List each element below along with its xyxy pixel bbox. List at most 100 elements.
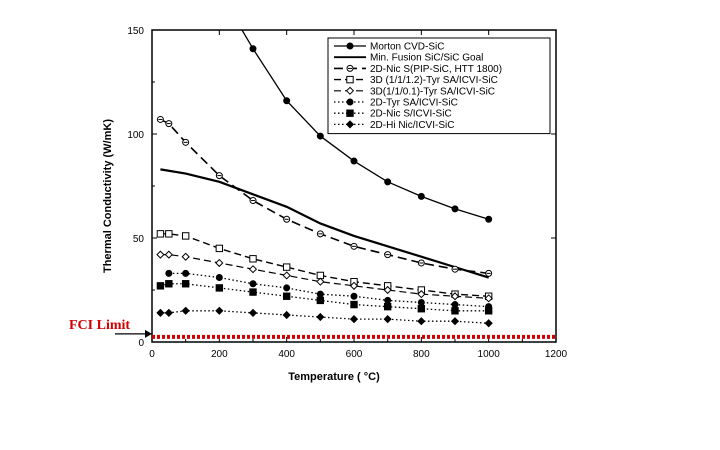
data-point: [156, 282, 165, 290]
data-point: [384, 251, 392, 259]
legend-entry: Morton CVD-SiC: [334, 42, 444, 53]
y-tick-label: 50: [133, 234, 145, 245]
data-point: [451, 307, 459, 315]
data-point: [350, 300, 358, 309]
series-line: [160, 310, 489, 324]
y-tick-label: 150: [127, 26, 144, 37]
y-tick-label: 100: [127, 130, 144, 141]
data-point: [282, 271, 291, 280]
data-point: [165, 230, 173, 238]
data-point: [249, 45, 257, 53]
legend-marker: [346, 42, 354, 50]
legend-entry: 2D-Hi Nic/ICVI-SiC: [334, 120, 454, 131]
series-7: [156, 280, 493, 315]
data-point: [283, 215, 291, 223]
data-point: [215, 284, 224, 292]
legend-marker: [346, 109, 354, 117]
data-point: [156, 308, 165, 317]
data-point: [350, 157, 358, 165]
x-tick-label: 0: [149, 349, 155, 360]
data-point: [316, 230, 324, 238]
data-point: [249, 280, 257, 288]
data-point: [384, 296, 392, 304]
data-point: [215, 244, 224, 253]
x-tick-label: 200: [211, 349, 228, 360]
data-point: [451, 301, 459, 309]
series-line: [160, 118, 489, 275]
y-axis-ticks: 0 50 100 150: [127, 26, 556, 349]
data-point: [316, 312, 325, 322]
data-point: [283, 97, 291, 105]
legend-label: 3D(1/1/0.1)-Tyr SA/ICVI-SiC: [370, 86, 495, 97]
data-point: [165, 269, 173, 277]
data-point: [182, 138, 190, 146]
legend-label: Min. Fusion SiC/SiC Goal: [370, 53, 483, 64]
data-point: [316, 132, 324, 140]
series-1: [241, 30, 493, 223]
legend-entry: 2D-Nic S(PIP-SiC, HTT 1800): [334, 64, 502, 75]
data-point: [349, 315, 359, 324]
legend-label: 2D-Nic S(PIP-SiC, HTT 1800): [370, 64, 502, 75]
data-point: [215, 306, 224, 315]
series-6: [165, 269, 493, 311]
data-point: [485, 269, 493, 277]
legend-entry: Min. Fusion SiC/SiC Goal: [334, 53, 483, 64]
series-line: [160, 233, 489, 297]
data-point: [383, 302, 392, 311]
legend-entry: 2D-Nic S/ICVI-SiC: [334, 109, 452, 120]
data-point: [316, 290, 324, 298]
data-point: [215, 274, 223, 282]
data-point: [156, 250, 165, 259]
y-axis-label: Thermal Conductivity (W/mK): [102, 119, 114, 273]
x-axis-label: Temperature ( °C): [288, 371, 380, 383]
data-point: [164, 250, 173, 259]
series-line: [160, 283, 489, 312]
legend-entry: 2D-Tyr SA/ICVI-SiC: [334, 98, 458, 109]
legend-marker: [346, 75, 354, 84]
series-4: [156, 230, 493, 300]
x-tick-label: 1000: [478, 349, 501, 360]
series-line: [241, 30, 489, 220]
fci-limit-label: FCI Limit: [69, 318, 130, 333]
series-5: [156, 250, 493, 303]
data-point: [181, 232, 190, 240]
data-point: [282, 263, 291, 271]
data-point: [181, 280, 190, 288]
data-point: [484, 319, 493, 328]
data-point: [384, 178, 392, 186]
fci-arrow-head: [145, 329, 152, 338]
x-axis-ticks: 0 200 400 600 800 1000 1200: [149, 30, 568, 360]
data-point: [283, 284, 291, 292]
legend-label: 2D-Hi Nic/ICVI-SiC: [370, 120, 454, 131]
legend-entry: 3D(1/1/0.1)-Tyr SA/ICVI-SiC: [334, 86, 495, 97]
legend-box: [327, 37, 551, 135]
data-point: [383, 315, 392, 324]
series-3: [156, 115, 493, 277]
data-point: [484, 294, 493, 303]
series-2: [160, 168, 489, 279]
data-point: [485, 215, 493, 223]
data-point: [181, 252, 190, 261]
data-point: [156, 230, 165, 238]
data-point: [450, 317, 460, 326]
data-point: [383, 285, 392, 295]
data-point: [417, 290, 426, 299]
legend-marker: [346, 98, 354, 106]
series-line: [160, 168, 489, 279]
data-point: [417, 192, 425, 200]
data-point: [249, 197, 257, 205]
series-8: [156, 306, 493, 328]
fci-limit: FCI Limit: [69, 318, 556, 339]
x-tick-label: 400: [278, 349, 295, 360]
data-point: [165, 280, 173, 288]
data-point: [450, 292, 460, 301]
legend-marker: [346, 64, 354, 72]
y-tick-label: 0: [138, 338, 144, 349]
x-tick-label: 800: [413, 349, 430, 360]
data-point: [316, 277, 325, 286]
data-point: [248, 265, 258, 274]
data-point: [316, 296, 325, 305]
data-point: [451, 265, 459, 273]
